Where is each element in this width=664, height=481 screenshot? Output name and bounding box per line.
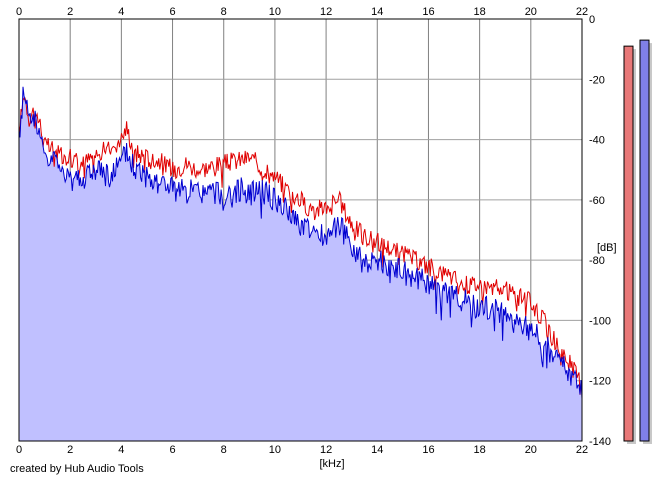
x-tick-label-top: 22 xyxy=(576,6,588,18)
series-line-blue xyxy=(18,86,583,399)
x-tick-label-bottom: 22 xyxy=(576,444,588,456)
x-tick-label-top: 4 xyxy=(118,6,124,18)
y-tick-label: -140 xyxy=(589,436,611,448)
x-tick-label-top: 18 xyxy=(474,6,486,18)
x-tick-label-top: 6 xyxy=(169,6,175,18)
x-tick-label-top: 0 xyxy=(16,6,22,18)
x-tick-label-bottom: 6 xyxy=(169,444,175,456)
spectrum-series-lines xyxy=(18,86,583,399)
y-tick-label: -20 xyxy=(589,74,605,86)
y-tick-label: -40 xyxy=(589,135,605,147)
x-tick-label-bottom: 2 xyxy=(67,444,73,456)
x-axis-bottom-ticks: 0 2 4 6 8 10 12 14 16 18 20 22 xyxy=(16,444,588,456)
level-meter-bar xyxy=(639,39,650,442)
x-axis-label: [kHz] xyxy=(319,458,344,470)
y-axis-label: [dB] xyxy=(597,242,617,254)
spectrum-fill xyxy=(19,86,582,442)
x-tick-label-top: 14 xyxy=(371,6,383,18)
x-tick-label-bottom: 12 xyxy=(320,444,332,456)
y-tick-label: -60 xyxy=(589,195,605,207)
footer-credit: created by Hub Audio Tools xyxy=(10,463,144,475)
x-tick-label-bottom: 16 xyxy=(422,444,434,456)
series-line-red xyxy=(18,96,583,395)
x-axis-top-ticks: 0 2 4 6 8 10 12 14 16 18 20 22 xyxy=(16,6,588,18)
y-axis-ticks: 0 -20 -40 -60 -80 -100 -120 -140 xyxy=(589,14,611,448)
y-tick-label: 0 xyxy=(589,14,595,26)
x-tick-label-top: 12 xyxy=(320,6,332,18)
y-tick-label: -100 xyxy=(589,315,611,327)
x-tick-label-bottom: 8 xyxy=(221,444,227,456)
x-tick-label-bottom: 14 xyxy=(371,444,383,456)
x-tick-label-top: 16 xyxy=(422,6,434,18)
y-tick-label: -80 xyxy=(589,255,605,267)
x-tick-label-bottom: 10 xyxy=(269,444,281,456)
x-tick-label-bottom: 0 xyxy=(16,444,22,456)
x-tick-label-bottom: 18 xyxy=(474,444,486,456)
level-meters xyxy=(623,39,652,444)
x-tick-label-top: 2 xyxy=(67,6,73,18)
x-tick-label-top: 8 xyxy=(221,6,227,18)
y-tick-label: -120 xyxy=(589,376,611,388)
x-tick-label-bottom: 20 xyxy=(525,444,537,456)
x-tick-label-top: 20 xyxy=(525,6,537,18)
spectrum-fill-area xyxy=(19,86,582,442)
plot-frame xyxy=(18,18,583,442)
level-meter-bar xyxy=(623,45,634,442)
x-tick-label-top: 10 xyxy=(269,6,281,18)
x-tick-label-bottom: 4 xyxy=(118,444,124,456)
